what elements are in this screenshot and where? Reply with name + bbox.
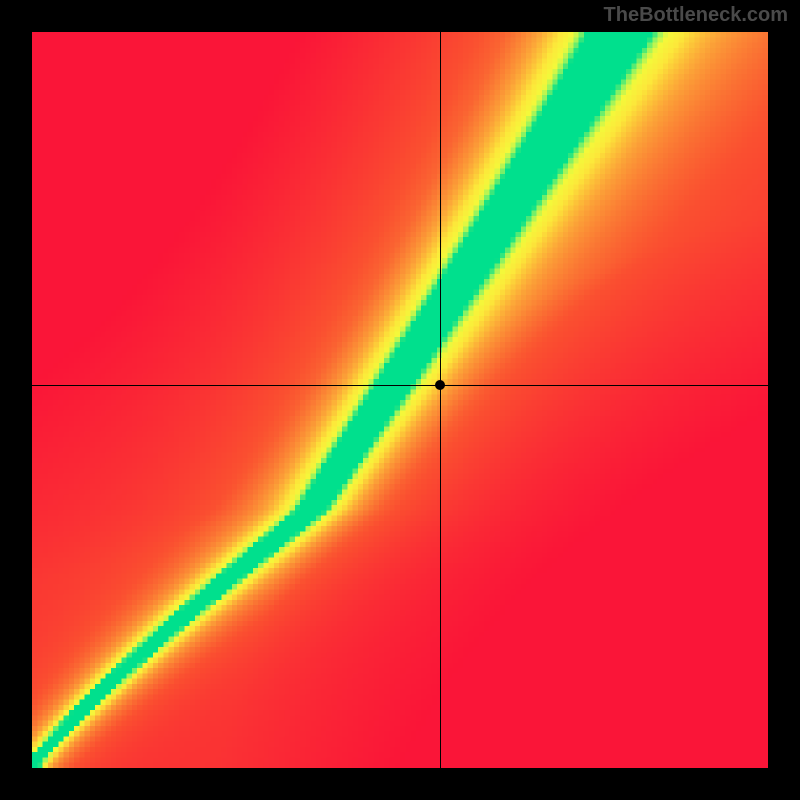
heatmap-canvas (32, 32, 768, 768)
watermark-text: TheBottleneck.com (604, 4, 788, 27)
plot-area (32, 32, 768, 768)
marker-point (435, 380, 445, 390)
crosshair-vertical (440, 32, 441, 768)
chart-container: TheBottleneck.com (0, 0, 800, 800)
crosshair-horizontal (32, 385, 768, 386)
